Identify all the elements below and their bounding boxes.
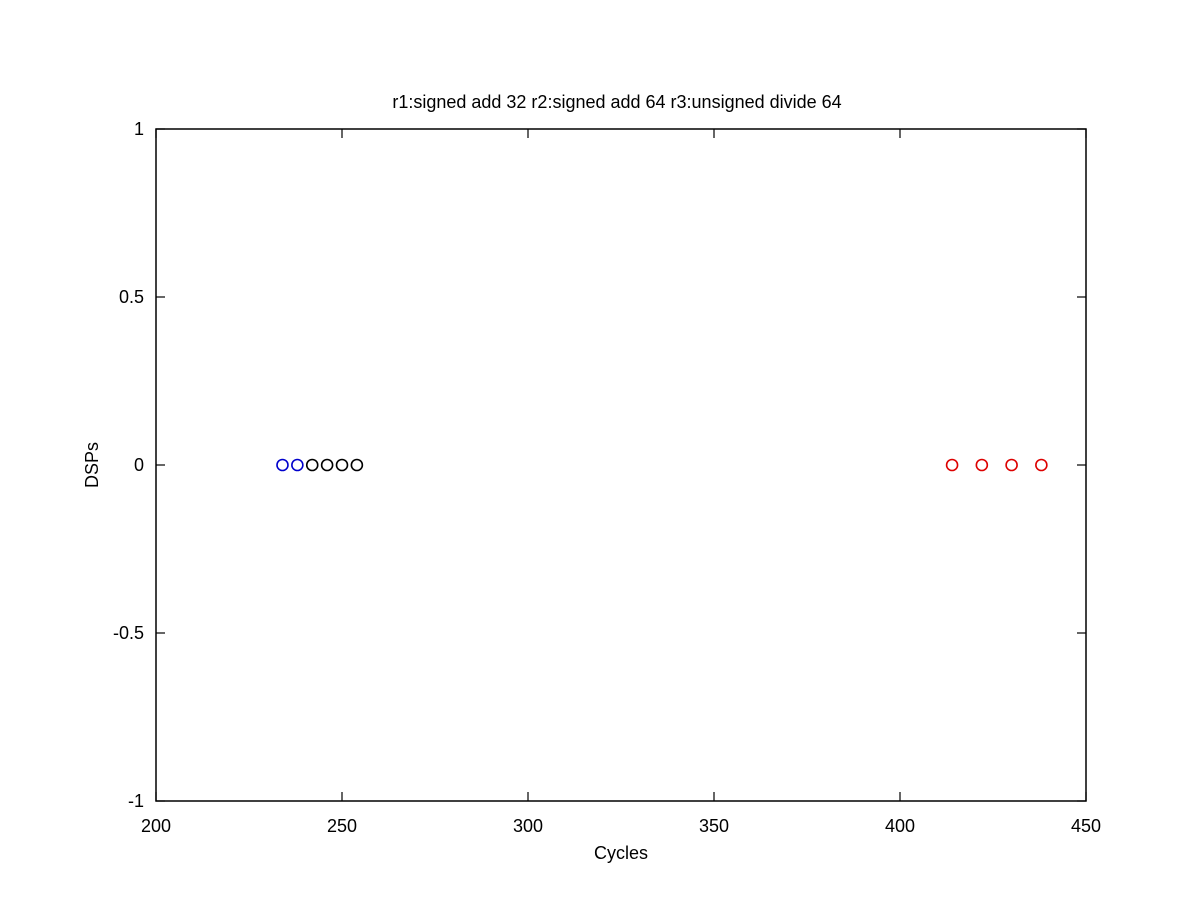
y-axis: -1 -0.5 0 0.5 1 (113, 119, 1086, 811)
x-tick-label: 450 (1071, 816, 1101, 836)
x-axis: 200 250 300 350 400 450 (141, 129, 1101, 836)
y-tick-label: 1 (134, 119, 144, 139)
y-tick-label: -1 (128, 791, 144, 811)
data-point (276, 458, 289, 472)
x-tick-label: 250 (327, 816, 357, 836)
y-tick-label: -0.5 (113, 623, 144, 643)
y-tick-label: 0 (134, 455, 144, 475)
chart-title: r1:signed add 32 r2:signed add 64 r3:uns… (392, 92, 841, 112)
data-point (320, 458, 334, 472)
data-point (350, 458, 364, 472)
data-point (305, 458, 319, 472)
data-point (945, 458, 959, 472)
x-axis-label: Cycles (594, 843, 648, 863)
x-tick-label: 300 (513, 816, 543, 836)
data-point (975, 458, 989, 472)
y-tick-label: 0.5 (119, 287, 144, 307)
x-tick-label: 200 (141, 816, 171, 836)
data-points (276, 458, 1048, 472)
data-point (1005, 458, 1018, 472)
data-point (335, 458, 349, 472)
data-point (291, 458, 304, 472)
y-axis-label: DSPs (82, 442, 102, 488)
data-point (1035, 458, 1048, 472)
x-tick-label: 350 (699, 816, 729, 836)
x-tick-label: 400 (885, 816, 915, 836)
